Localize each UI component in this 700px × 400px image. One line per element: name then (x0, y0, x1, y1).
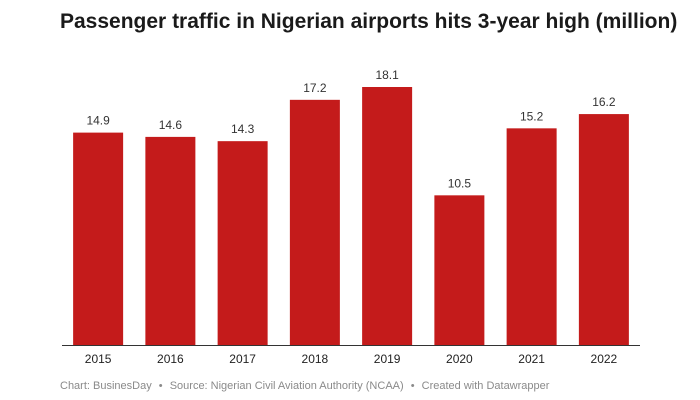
chart-title: Passenger traffic in Nigerian airports h… (60, 10, 678, 33)
x-tick-label-2017: 2017 (229, 352, 256, 366)
x-tick-label-2016: 2016 (157, 352, 184, 366)
value-label-2015: 14.9 (86, 114, 110, 128)
value-label-2017: 14.3 (231, 122, 255, 136)
x-tick-label-2020: 2020 (446, 352, 473, 366)
bar-2020 (434, 195, 485, 345)
value-label-2018: 17.2 (303, 81, 327, 95)
value-labels-group: 14.9 14.6 14.3 17.2 18.1 10.5 15.2 16.2 (86, 68, 615, 190)
chart-footer: Chart: BusinesDay • Source: Nigerian Civ… (60, 380, 549, 392)
bar-2018 (289, 99, 340, 345)
value-label-2020: 10.5 (448, 176, 472, 190)
chart-credit: Chart: BusinesDay (60, 380, 152, 392)
x-tick-labels-group: 2015 2016 2017 2018 2019 2020 2021 2022 (85, 352, 618, 366)
bar-2021 (506, 128, 557, 345)
x-tick-label-2018: 2018 (302, 352, 329, 366)
x-tick-label-2019: 2019 (374, 352, 401, 366)
bars-group (73, 87, 629, 345)
x-tick-label-2021: 2021 (518, 352, 545, 366)
x-tick-label-2015: 2015 (85, 352, 112, 366)
value-label-2022: 16.2 (592, 95, 616, 109)
footer-separator: • (410, 380, 415, 392)
value-label-2016: 14.6 (159, 118, 183, 132)
value-label-2021: 15.2 (520, 109, 544, 123)
bar-2015 (73, 132, 124, 345)
bar-2017 (217, 141, 268, 345)
bar-2019 (362, 87, 413, 345)
data-source: Source: Nigerian Civil Aviation Authorit… (169, 380, 404, 392)
value-label-2019: 18.1 (375, 68, 399, 82)
footer-separator: • (158, 380, 163, 392)
x-tick-label-2022: 2022 (591, 352, 618, 366)
bar-2022 (578, 114, 629, 345)
created-with: Created with Datawrapper (421, 380, 550, 392)
bar-2016 (145, 136, 196, 345)
